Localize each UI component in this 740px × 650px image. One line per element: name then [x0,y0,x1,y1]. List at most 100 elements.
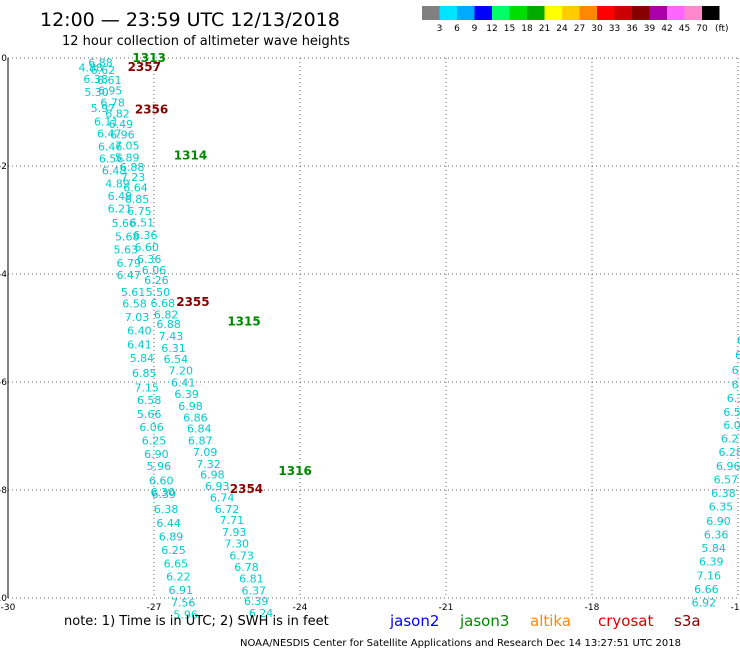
wave-height-point: 6.39 [727,392,740,405]
x-tick-label: -21 [439,603,454,613]
wave-height-point: 6.39 [151,488,176,501]
color-scale-swatch [614,6,632,20]
wave-height-point: 5.89 [115,151,140,164]
color-scale-swatch [597,6,615,20]
y-tick-label: -10 [0,594,7,604]
color-scale-swatch [439,6,457,20]
wave-height-point: 6.89 [159,530,184,543]
color-scale-label: 21 [539,24,550,34]
wave-height-point: 6.98 [200,468,225,481]
wave-height-point: 6.95 [98,84,123,97]
wave-height-point: 6.60 [134,241,159,254]
wave-height-point: 5.84 [701,542,726,555]
color-scale-swatch [457,6,475,20]
wave-height-point: 6.88 [120,161,145,174]
wave-height-point: 6.66 [694,583,719,596]
wave-height-point: 6.21 [108,203,133,216]
color-scale-label: 39 [644,24,656,34]
color-scale-swatch [492,6,510,20]
wave-height-point: 6.39 [244,595,269,608]
x-tick-label: -27 [147,603,162,613]
color-scale-label: 3 [437,24,443,34]
wave-height-point: 5.68 [115,231,140,244]
wave-height-point: 6.78 [100,96,125,109]
wave-height-point: 6.46 [98,141,123,154]
wave-height-point: 6.31 [161,342,186,355]
wave-height-point: 6 [737,334,740,347]
wave-height-point: 6.49 [108,190,133,203]
legend-altika: altika [530,612,571,630]
wave-height-point: 5.50 [146,286,171,299]
wave-height-point: 6.41 [171,377,196,390]
wave-height-point: 6.40 [127,325,152,338]
pass-number-label: 2355 [176,295,209,309]
wave-height-point: 6.05 [723,419,740,432]
wave-height-point: 7.93 [222,526,247,539]
pass-number-label: 1314 [174,149,207,163]
wave-height-point: 6.91 [169,584,194,597]
legend-jason2: jason2 [389,612,439,630]
wave-height-point: 6.2 [732,364,740,377]
pass-number-label: 1315 [227,315,260,329]
wave-height-point: 6.88 [88,56,113,69]
x-tick-label: -24 [293,603,308,613]
wave-height-point: 6.36 [133,229,158,242]
wave-height-point: 6.35 [709,501,734,514]
y-tick-label: -6 [0,378,7,388]
legend-jason3: jason3 [459,612,509,630]
color-scale-swatch [579,6,597,20]
wave-height-point: 4.88 [78,62,103,75]
wave-height-point: 6.86 [183,412,208,425]
wave-height-point: 6.56 [99,152,124,165]
color-scale-label: 36 [626,24,638,34]
wave-height-point: 6.2 [732,379,740,392]
wave-height-point: 6.96 [110,129,135,142]
wave-height-point: 6.78 [234,561,259,574]
wave-height-point: 6.79 [116,257,141,270]
y-tick-label: -4 [0,270,7,280]
color-scale-swatch [684,6,702,20]
wave-height-point: 6.90 [706,515,731,528]
credit-line: NOAA/NESDIS Center for Satellite Applica… [240,638,681,649]
pass-number-label: 2356 [135,102,168,116]
wave-height-point: 6.90 [144,448,169,461]
wave-height-point: 6.44 [156,517,181,530]
data-points: 6.884.886.626.386.615.306.956.785.976.82… [78,56,740,621]
wave-height-point: 6.26 [144,274,169,287]
wave-height-point: 6.65 [164,557,189,570]
wave-height-point: 6.72 [215,503,240,516]
wave-height-point: 6. [735,349,740,362]
wave-height-point: 5.96 [147,460,172,473]
color-scale-label: 24 [556,24,568,34]
axis-ticks: -30 -27 -24 -21 -18 -15 0 -2 -4 -6 -8 -10 [0,54,740,613]
wave-height-point: 6.84 [187,422,212,435]
wave-height-point: 5.66 [137,408,162,421]
chart-subtitle: 12 hour collection of altimeter wave hei… [62,34,350,49]
y-tick-label: -8 [0,486,7,496]
color-scale-label: 45 [679,24,690,34]
wave-height-point: 6.48 [102,164,127,177]
legend-s3a: s3a [674,612,701,630]
color-scale-label: 30 [591,24,603,34]
wave-height-point: 6.88 [156,318,181,331]
wave-height-point: 6.37 [242,584,267,597]
wave-height-point: 6.64 [123,182,148,195]
wave-height-point: 7.32 [196,458,221,471]
wave-height-point: 5.30 [84,86,109,99]
wave-height-point: 6.49 [109,118,134,131]
color-scale-swatch [667,6,685,20]
wave-height-point: 6.96 [716,460,740,473]
wave-height-point: 6.27 [721,433,740,446]
wave-height-point: 6.39 [174,388,199,401]
color-scale-label: 12 [486,24,497,34]
wave-height-point: 4.89 [105,177,130,190]
grid [7,57,739,599]
wave-height-point: 7.30 [224,537,249,550]
chart-title: 12:00 — 23:59 UTC 12/13/2018 [40,9,340,31]
wave-height-point: 5.61 [121,286,146,299]
wave-height-point: 7.16 [697,569,722,582]
wave-height-point: 6.36 [704,528,729,541]
color-scale-label: 18 [521,24,533,34]
